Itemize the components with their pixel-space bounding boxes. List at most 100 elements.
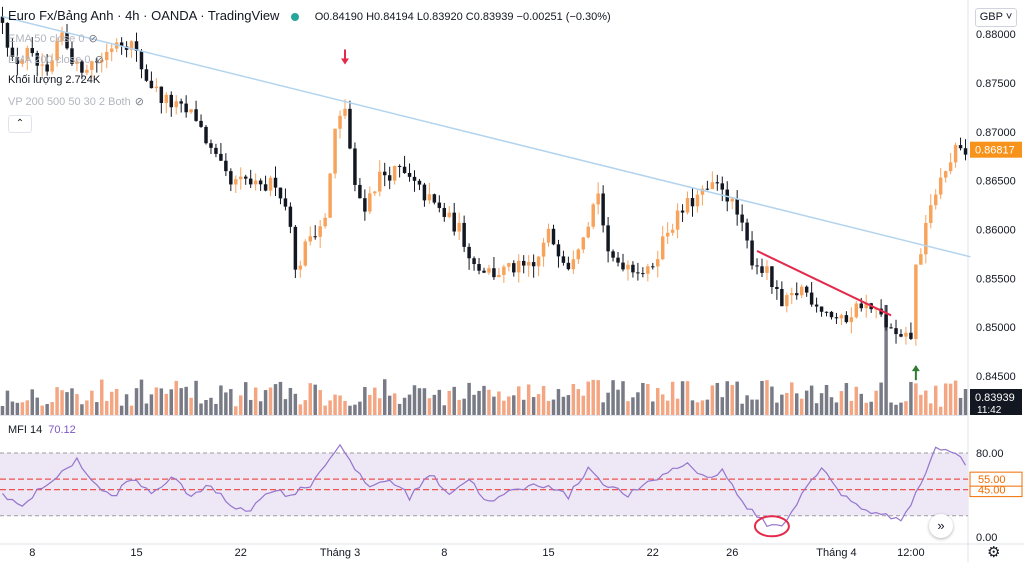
volume-bar <box>149 394 154 415</box>
candle <box>566 262 571 270</box>
volume-bar <box>298 404 303 415</box>
volume-legend[interactable]: Khối lượng 2.724K <box>8 74 100 86</box>
volume-bar <box>109 391 114 415</box>
volume-bar <box>874 390 878 415</box>
volume-bar <box>65 392 69 415</box>
eye-hidden-icon[interactable]: ⊘ <box>134 96 144 108</box>
volume-bar <box>799 398 804 415</box>
last-price-badge <box>970 141 1022 158</box>
volume-bar <box>909 381 913 415</box>
price-tick-label: 0.87500 <box>976 78 1016 90</box>
scroll-to-realtime-button[interactable]: » <box>929 514 953 538</box>
candle <box>50 60 54 72</box>
candle <box>457 222 461 232</box>
eye-hidden-icon[interactable]: ⊘ <box>94 54 104 66</box>
volume-bar <box>541 385 546 415</box>
volume-bar <box>288 387 293 415</box>
volume-bar <box>685 381 690 415</box>
candle <box>775 287 779 289</box>
candle <box>80 61 84 73</box>
ema50-label: EMA 50 close 0 <box>8 33 85 45</box>
candle <box>229 171 233 185</box>
volume-bar <box>536 394 541 415</box>
volume-bar <box>507 396 511 415</box>
volume-bar <box>154 387 159 415</box>
volume-bar <box>457 399 461 415</box>
vp-legend[interactable]: VP 200 500 50 30 2 Both ⊘ <box>8 95 144 108</box>
volume-bar <box>303 400 308 415</box>
candle <box>368 193 372 212</box>
time-tick-label: Tháng 3 <box>320 547 360 559</box>
mfi-legend[interactable]: MFI 14 70.12 <box>8 424 76 436</box>
price-tick-label: 0.85500 <box>976 273 1016 285</box>
candle <box>313 236 317 238</box>
candle <box>179 101 183 104</box>
volume-bar <box>864 402 868 415</box>
candle <box>675 210 680 230</box>
lower-trend-line <box>756 250 892 317</box>
candle <box>546 228 551 243</box>
candle <box>512 263 516 273</box>
volume-bar <box>248 399 253 415</box>
volume-bar <box>25 400 30 415</box>
candle <box>234 179 238 185</box>
volume-bar <box>90 390 94 415</box>
candle <box>308 236 312 242</box>
candle <box>263 184 268 191</box>
volume-bar <box>104 401 109 415</box>
time-tick-label: 15 <box>542 547 554 559</box>
mfi-circle-annotation <box>753 515 790 538</box>
volume-bar <box>641 382 645 415</box>
currency-selector[interactable]: GBP ˅ <box>975 8 1017 27</box>
volume-bar <box>482 385 486 415</box>
volume-bar <box>417 388 422 415</box>
candle <box>616 257 620 263</box>
volume-bar <box>363 387 367 415</box>
volume-bar <box>397 403 402 415</box>
candle <box>253 180 258 185</box>
collapse-legend-button[interactable]: ⌃ <box>8 115 32 133</box>
candle <box>492 268 496 278</box>
candle <box>139 50 144 70</box>
eye-hidden-icon[interactable]: ⊘ <box>88 33 98 45</box>
volume-bar <box>790 382 794 415</box>
candle <box>502 266 506 275</box>
market-status-icon <box>291 12 300 21</box>
candle <box>730 198 734 202</box>
candle <box>621 262 625 270</box>
candlesticks <box>0 6 968 346</box>
volume-bar <box>695 402 700 415</box>
volume-bar <box>735 381 739 415</box>
candle <box>109 48 114 52</box>
ema50-legend[interactable]: EMA 50 close 0 ⊘ <box>8 32 98 45</box>
volume-bar <box>492 396 496 415</box>
candle <box>814 304 819 307</box>
volume-bar <box>224 392 228 415</box>
volume-bar <box>785 393 789 415</box>
candle <box>462 222 466 247</box>
volume-bar <box>333 394 337 415</box>
volume-bar <box>814 403 819 415</box>
candle <box>392 165 397 181</box>
candle <box>268 177 273 191</box>
gear-icon[interactable]: ⚙ <box>987 544 1001 561</box>
mfi-band-fill <box>0 452 968 516</box>
volume-bar <box>626 401 630 415</box>
volume-bar <box>710 385 715 415</box>
volume-bar <box>144 403 149 415</box>
mfi-line <box>2 443 967 528</box>
volume-bar <box>963 388 968 415</box>
candle <box>656 259 660 267</box>
ema200-legend[interactable]: EMA 200 close 0 ⊘ <box>8 53 104 66</box>
candle <box>298 265 303 270</box>
candle <box>551 228 556 245</box>
time-tick-label: 26 <box>726 547 738 559</box>
volume-bar <box>50 402 54 415</box>
volume-bar <box>611 380 615 415</box>
volume-bar <box>368 394 372 415</box>
candle <box>690 198 695 207</box>
candle <box>363 198 367 212</box>
volume-bar <box>740 403 744 415</box>
pane-separator <box>0 415 968 416</box>
